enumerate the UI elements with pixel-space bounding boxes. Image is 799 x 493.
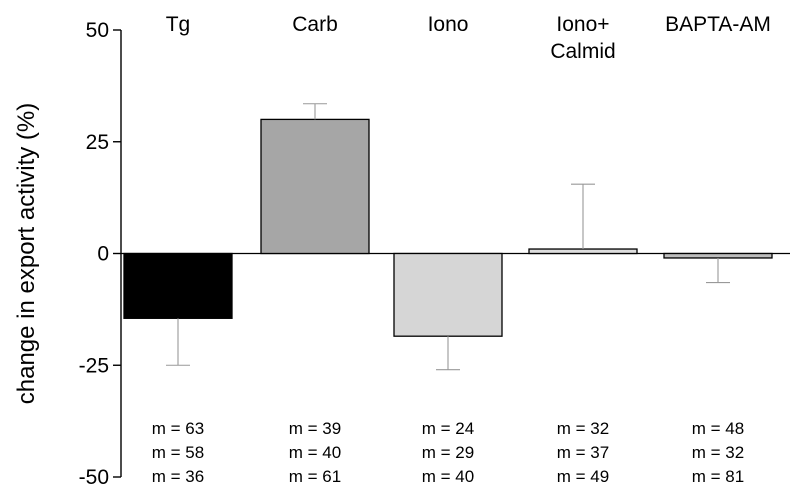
- category-label: Tg: [166, 13, 191, 36]
- sample-size-label: m = 24: [422, 419, 474, 438]
- bar: [528, 248, 638, 255]
- sample-size-label: m = 61: [289, 467, 341, 486]
- category-label: Calmid: [550, 40, 615, 63]
- axes: 50 25 0 -25 -50 change in export activity (%): [13, 19, 790, 489]
- y-tick-label: 25: [86, 131, 109, 154]
- y-tick-label: -25: [79, 354, 109, 377]
- bar: [663, 252, 773, 259]
- sample-size-label: m = 58: [152, 443, 204, 462]
- category-label: BAPTA-AM: [665, 13, 771, 36]
- y-tick-label: -50: [79, 466, 109, 489]
- category-label: Carb: [292, 13, 338, 36]
- sample-size-label: m = 63: [152, 419, 204, 438]
- sample-size-label: m = 81: [692, 467, 744, 486]
- bar: [393, 252, 503, 337]
- bar: [260, 118, 370, 255]
- sample-size-label: m = 29: [422, 443, 474, 462]
- sample-size-label: m = 32: [557, 419, 609, 438]
- sample-size-label: m = 40: [289, 443, 341, 462]
- y-axis-label: change in export activity (%): [13, 103, 40, 404]
- sample-size-label: m = 36: [152, 467, 204, 486]
- labels: Tg Carb Iono Iono+ Calmid BAPTA-AM m = 63 m = 5…: [152, 13, 771, 486]
- sample-size-label: m = 49: [557, 467, 609, 486]
- sample-size-label: m = 37: [557, 443, 609, 462]
- sample-size-label: m = 32: [692, 443, 744, 462]
- category-label: Iono+: [556, 13, 609, 36]
- sample-size-label: m = 40: [422, 467, 474, 486]
- y-tick-label: 50: [86, 19, 109, 42]
- y-tick-label: 0: [97, 243, 109, 266]
- bar: [123, 252, 233, 319]
- category-label: Iono: [428, 13, 469, 36]
- sample-size-label: m = 48: [692, 419, 744, 438]
- sample-size-label: m = 39: [289, 419, 341, 438]
- bars: [123, 103, 773, 371]
